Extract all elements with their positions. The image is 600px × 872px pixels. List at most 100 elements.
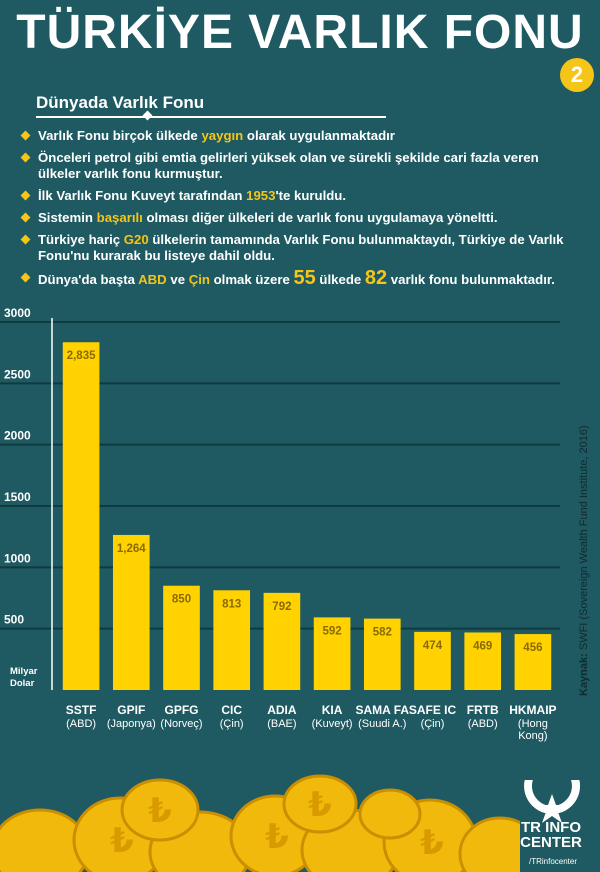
bar-value-label: 2,835 xyxy=(67,350,96,362)
bullet-item: Dünya'da başta ABD ve Çin olmak üzere 55… xyxy=(20,267,580,289)
bar-value-label: 813 xyxy=(222,598,241,610)
social-handle: /TRinfocenter xyxy=(528,857,578,866)
y-tick-label: 2000 xyxy=(4,429,31,443)
bullet-text: ve xyxy=(166,272,189,287)
bullet-item: Türkiye hariç G20 ülkelerin tamamında Va… xyxy=(20,232,580,264)
svg-text:₺: ₺ xyxy=(148,791,172,831)
bar xyxy=(62,342,100,690)
y-tick-label: 2500 xyxy=(4,367,31,381)
x-tick-label: GPIF xyxy=(117,703,145,717)
source-label: Kaynak: xyxy=(578,653,590,696)
bar-value-label: 592 xyxy=(323,625,342,637)
highlighted-text: 55 xyxy=(293,267,316,289)
highlighted-text: 1953 xyxy=(246,188,276,203)
bullet-text: Türkiye hariç xyxy=(38,232,124,247)
x-tick-sublabel: (Çin) xyxy=(220,718,244,730)
bullet-item: Sistemin başarılı olması diğer ülkeleri … xyxy=(20,210,580,226)
bar xyxy=(163,585,200,690)
x-tick-label: CIC xyxy=(221,703,242,717)
bullet-item: Varlık Fonu birçok ülkede yaygın olarak … xyxy=(20,128,580,144)
logo-line-1: TR INFO xyxy=(521,819,581,836)
svg-text:₺: ₺ xyxy=(110,821,134,861)
highlighted-text: Çin xyxy=(188,272,210,287)
bullet-text: Önceleri petrol gibi emtia gelirleri yük… xyxy=(38,150,539,181)
x-tick-sublabel: (Norveç) xyxy=(160,718,202,730)
y-tick-label: 1000 xyxy=(4,551,31,565)
highlighted-text: ABD xyxy=(138,272,167,287)
section-title: Dünyada Varlık Fonu xyxy=(36,93,205,112)
bar xyxy=(112,534,150,690)
bullet-diamond-icon xyxy=(20,190,31,201)
bar-value-label: 582 xyxy=(373,627,392,639)
svg-text:₺: ₺ xyxy=(420,823,444,863)
bullet-text: ülkede xyxy=(315,272,365,287)
logo-text: TR INFO CENTER xyxy=(506,820,596,850)
bar xyxy=(514,634,552,690)
bullet-text: 'te kuruldu. xyxy=(275,188,347,203)
x-tick-label: KIA xyxy=(322,703,343,717)
bar xyxy=(263,592,301,690)
section-divider xyxy=(36,116,386,118)
bullet-text: varlık fonu bulunmaktadır. xyxy=(387,272,555,287)
highlighted-text: başarılı xyxy=(96,210,143,225)
x-tick-label: ADIA xyxy=(267,703,297,717)
x-tick-label: SAMA FA xyxy=(356,703,410,717)
bullet-diamond-icon xyxy=(20,212,31,223)
svg-text:₺: ₺ xyxy=(308,785,332,825)
x-tick-label: FRTB xyxy=(467,703,499,717)
bar xyxy=(464,632,502,690)
x-tick-label: SAFE IC xyxy=(409,703,457,717)
bar xyxy=(313,617,351,690)
bullet-item: Önceleri petrol gibi emtia gelirleri yük… xyxy=(20,150,580,182)
source-note: Kaynak: SWFI (Sovereign Wealth Fund Inst… xyxy=(578,396,590,696)
coin-pile-illustration: ₺ ₺ ₺ ₺ ₺ xyxy=(0,774,520,872)
bar-value-label: 469 xyxy=(473,640,492,652)
page-title: TÜRKİYE VARLIK FONU xyxy=(16,6,584,59)
bar-value-label: 474 xyxy=(423,640,443,652)
bar xyxy=(213,590,251,690)
logo-line-2: CENTER xyxy=(520,834,582,851)
svg-text:₺: ₺ xyxy=(265,817,289,857)
bullet-text: ülkelerin tamamında Varlık Fonu bulunmak… xyxy=(38,232,564,263)
highlighted-text: 82 xyxy=(364,267,388,289)
bullet-diamond-icon xyxy=(20,272,31,283)
bullet-text: olması diğer ülkeleri de varlık fonu uyg… xyxy=(142,210,498,225)
highlighted-text: yaygın xyxy=(201,128,244,143)
tr-info-center-logo-icon xyxy=(512,752,592,823)
y-axis-label: Dolar xyxy=(10,678,35,689)
x-tick-sublabel: (Hong xyxy=(518,718,548,730)
source-text: SWFI (Sovereign Wealth Fund Institute, 2… xyxy=(578,425,590,654)
bullet-diamond-icon xyxy=(20,152,31,163)
bar-value-label: 1,264 xyxy=(117,543,146,555)
y-tick-label: 1500 xyxy=(4,490,31,504)
x-tick-sublabel: (ABD) xyxy=(468,718,498,730)
bullet-text: Varlık Fonu birçok ülkede xyxy=(38,128,202,143)
x-tick-label: SSTF xyxy=(66,703,97,717)
issue-number-badge: 2 xyxy=(560,58,594,92)
bar xyxy=(414,631,451,690)
x-tick-label: HKMAIP xyxy=(509,703,556,717)
bullet-text: İlk Varlık Fonu Kuveyt tarafından xyxy=(38,188,247,203)
bullet-text: Sistemin xyxy=(38,210,97,225)
bar xyxy=(363,618,401,690)
x-tick-sublabel: (BAE) xyxy=(267,718,296,730)
bar-value-label: 456 xyxy=(523,642,542,654)
bullet-list: Varlık Fonu birçok ülkede yaygın olarak … xyxy=(20,128,580,294)
x-tick-sublabel: (ABD) xyxy=(66,718,96,730)
y-axis-label: Milyar xyxy=(10,666,38,677)
x-tick-label: GPFG xyxy=(164,703,198,717)
x-tick-sublabel: (Suudi A.) xyxy=(358,718,406,730)
bar-value-label: 850 xyxy=(172,594,191,606)
bullet-text: olarak uygulanmaktadır xyxy=(243,128,395,143)
bullet-text: olmak üzere xyxy=(209,272,294,287)
x-tick-sublabel: Kong) xyxy=(518,730,547,742)
x-tick-sublabel: (Çin) xyxy=(421,718,445,730)
bullet-diamond-icon xyxy=(20,130,31,141)
bar-value-label: 792 xyxy=(272,601,291,613)
y-tick-label: 3000 xyxy=(4,306,31,320)
bullet-diamond-icon xyxy=(20,234,31,245)
highlighted-text: G20 xyxy=(123,232,149,247)
bullet-text: Dünya'da başta xyxy=(38,272,139,287)
bullet-item: İlk Varlık Fonu Kuveyt tarafından 1953't… xyxy=(20,188,580,204)
